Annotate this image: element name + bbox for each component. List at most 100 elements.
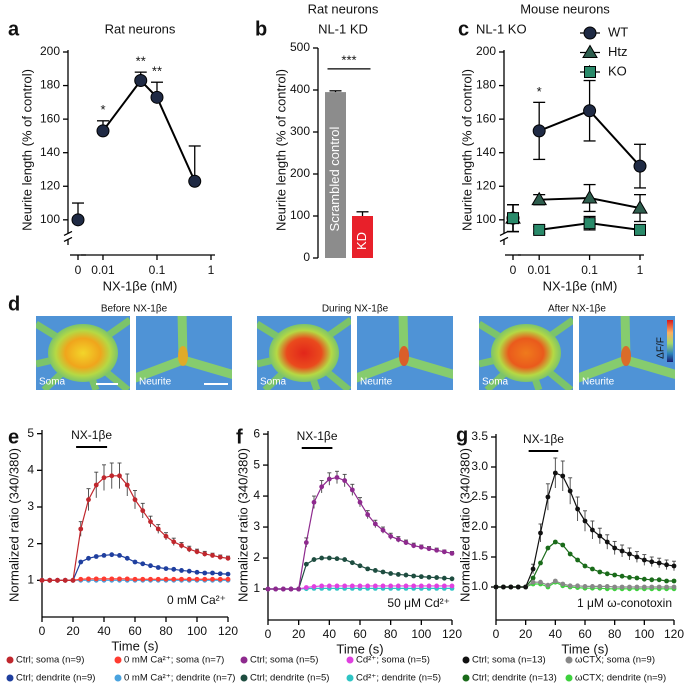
x-tick-label: 1	[208, 263, 215, 277]
data-point	[388, 583, 394, 589]
data-point	[575, 557, 580, 563]
marker	[532, 124, 546, 138]
data-point	[575, 506, 580, 512]
data-point	[538, 560, 543, 566]
data-point	[582, 584, 588, 589]
data-point	[560, 473, 566, 479]
data-point	[217, 571, 223, 577]
data-point	[449, 550, 455, 556]
x-tick-label: 120	[218, 624, 238, 638]
data-point	[342, 583, 348, 589]
data-point	[523, 584, 529, 590]
data-point	[403, 540, 409, 545]
legend-marker	[240, 656, 248, 664]
x-axis-label: NX-1βe (nM)	[543, 278, 618, 293]
data-point	[202, 576, 208, 582]
data-point	[171, 566, 177, 572]
panel-letter: c	[458, 18, 469, 40]
legend-marker	[240, 674, 248, 682]
x-tick-label: 60	[353, 627, 367, 641]
x-axis-label: NX-1βe (nM)	[103, 278, 178, 293]
data-point	[349, 560, 355, 566]
y-tick-label: 1	[27, 573, 34, 587]
data-point	[590, 584, 595, 589]
data-point	[39, 577, 45, 583]
y-tick-label: 4	[253, 488, 260, 502]
frame-title: After NX-1βe	[548, 304, 606, 315]
data-point	[612, 584, 618, 590]
data-point	[357, 499, 363, 505]
data-point	[326, 555, 332, 561]
axis-break	[499, 230, 509, 236]
marker	[533, 223, 546, 236]
y-tick-label: 180	[40, 78, 60, 92]
neurite-image: Neurite	[579, 316, 675, 390]
y-tick-label: 400	[290, 82, 310, 96]
image-label: Neurite	[139, 377, 172, 388]
data-point	[388, 571, 394, 576]
y-tick-label: 200	[290, 166, 310, 180]
data-point	[538, 530, 543, 536]
x-tick-label: 100	[634, 627, 654, 641]
y-tick-label: 3	[253, 519, 260, 533]
data-point	[217, 576, 223, 582]
legend-label: Ctrl; dendrite (n=13)	[472, 673, 557, 684]
data-point	[649, 559, 655, 565]
panel-letter: b	[255, 18, 267, 40]
y-tick-label: 1	[253, 581, 260, 595]
x-axis-label: Time (s)	[336, 641, 383, 656]
legend-label: Ctrl; soma (n=5)	[250, 655, 318, 666]
data-point	[140, 508, 146, 514]
data-point	[101, 576, 107, 582]
data-point	[501, 584, 506, 590]
frame-title: Before NX-1βe	[101, 304, 168, 315]
y-tick-label: 6	[253, 426, 260, 440]
data-point	[552, 539, 558, 545]
data-point	[365, 512, 371, 518]
data-point	[441, 575, 447, 581]
data-point	[288, 586, 294, 592]
y-tick-label: 2	[27, 536, 34, 550]
data-point	[171, 576, 177, 582]
data-point	[319, 555, 325, 561]
legend-marker	[114, 656, 122, 664]
y-axis-label: Normalized ratio (340/380)	[457, 448, 472, 602]
data-point	[395, 583, 401, 589]
soma-image: Soma	[36, 316, 130, 390]
data-point	[140, 576, 146, 582]
y-tick-label: 1.0	[471, 579, 488, 593]
data-point	[148, 519, 153, 525]
x-tick-label: 0.01	[528, 263, 552, 277]
data-point	[326, 476, 332, 482]
y-tick-label: 140	[40, 145, 60, 159]
x-tick-label: 0	[265, 627, 272, 641]
soma-image: Soma	[479, 316, 573, 390]
bar-label: KD	[354, 232, 369, 250]
legend-marker	[6, 656, 14, 664]
condition-label: 50 μM Cd²⁺	[387, 596, 450, 610]
marker	[634, 223, 646, 236]
data-point	[93, 554, 99, 559]
data-point	[124, 576, 130, 582]
significance: ***	[341, 52, 356, 67]
data-point	[155, 526, 161, 532]
y-tick-label: 100	[40, 212, 60, 226]
data-point	[179, 576, 184, 582]
x-axis-label: Time (s)	[111, 638, 158, 653]
neurite-core	[621, 346, 631, 366]
data-point	[671, 584, 677, 590]
data-point	[380, 569, 386, 575]
cell-body	[491, 324, 561, 382]
data-point	[619, 573, 625, 579]
colorbar	[667, 320, 673, 362]
data-point	[311, 584, 317, 589]
data-point	[124, 555, 130, 561]
legend-marker	[346, 656, 354, 664]
legend-marker	[346, 674, 354, 682]
significance: **	[152, 64, 162, 79]
data-point	[225, 555, 231, 561]
data-point	[303, 540, 309, 545]
data-point	[303, 561, 309, 567]
data-point	[202, 570, 208, 576]
